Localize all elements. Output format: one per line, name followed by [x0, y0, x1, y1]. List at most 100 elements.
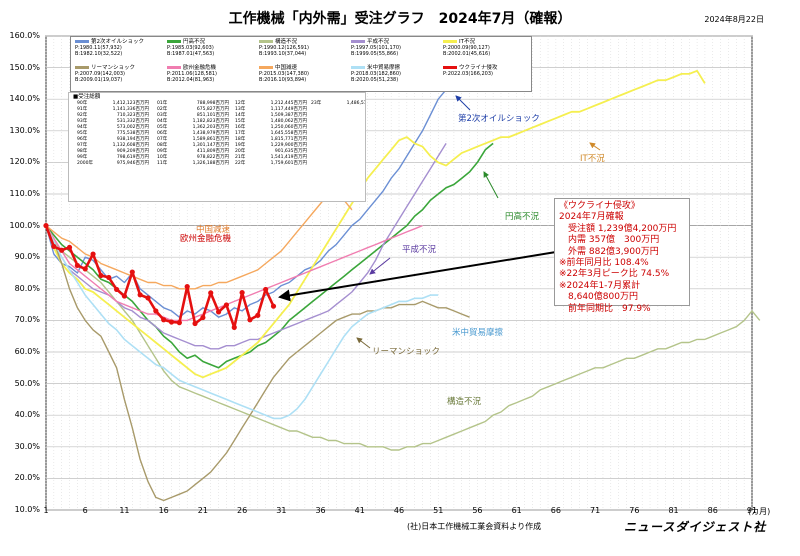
legend-swatch [167, 40, 181, 43]
totals-year: 18年 [235, 137, 246, 142]
totals-row: 95年 775,538百万円 [77, 131, 149, 137]
legend-bottom: B:1987.01(47,563) [167, 51, 215, 57]
data-point [176, 320, 182, 326]
totals-value: 1,412,123百万円 [112, 101, 149, 106]
legend-bottom: B:2020.05(51,238) [351, 77, 399, 83]
legend-peak: P:2000.09(90,127) [443, 45, 490, 51]
y-tick-label: 60.0% [14, 347, 40, 356]
totals-row: 07年 1,589,861百万円 [157, 137, 229, 143]
legend-label: IT不況 [459, 39, 475, 45]
data-point [106, 274, 112, 281]
legend-label: 第2次オイルショック [91, 39, 144, 45]
totals-year: 94年 [77, 125, 88, 130]
data-point [247, 317, 253, 323]
totals-row: 17年 1,645,558百万円 [235, 131, 307, 137]
totals-value: 1,759,601百万円 [270, 161, 307, 166]
series-callout: IT不況 [580, 154, 605, 164]
series-line [45, 225, 439, 420]
series-line [45, 69, 706, 379]
x-tick-label: 1 [43, 506, 49, 515]
legend-peak: P:2007.09(142,003) [75, 71, 125, 77]
totals-row: 03年 851,101百万円 [157, 113, 229, 119]
totals-year: 93年 [77, 119, 88, 124]
arrow [455, 95, 471, 111]
annotation-line: 外需 882億3,900万円 [559, 246, 659, 257]
legend-item: 構造不況 P:1990.12(126,591) B:1993.10(37,044) [259, 39, 351, 57]
x-tick-label: 66 [550, 506, 561, 515]
totals-year: 19年 [235, 143, 246, 148]
legend-label: 米中貿易摩擦 [367, 65, 401, 71]
totals-year: 13年 [235, 107, 246, 112]
x-tick-label: 86 [707, 506, 718, 515]
totals-row: 94年 573,002百万円 [77, 125, 149, 131]
y-tick-label: 160.0% [9, 31, 40, 40]
totals-year: 22年 [235, 161, 246, 166]
legend-item: 第2次オイルショック P:1980.11(57,932) B:1982.10(32,… [75, 39, 167, 57]
legend-label: 欧州金融危機 [183, 65, 217, 71]
totals-value: 775,538百万円 [116, 131, 149, 136]
totals-value: 978,822百万円 [196, 155, 229, 160]
legend-item: 米中貿易摩擦 P:2018.03(182,860) B:2020.05(51,238… [351, 65, 443, 83]
totals-row: 91年 1,141,336百万円 [77, 107, 149, 113]
legend-bottom: B:2016.10(93,894) [259, 77, 307, 83]
totals-row: 2000年 975,946百万円 [77, 161, 149, 167]
totals-year: 14年 [235, 113, 246, 118]
totals-value: 1,212,445百万円 [270, 101, 307, 106]
totals-row: 08年 1,301,147百万円 [157, 143, 229, 149]
legend-swatch [259, 40, 273, 43]
totals-year: 98年 [77, 149, 88, 154]
totals-row: 16年 1,250,060百万円 [235, 125, 307, 131]
data-point [114, 286, 120, 293]
x-tick-label: 71 [590, 506, 601, 515]
source-note: (社)日本工作機械工業会資料より作成 [407, 522, 542, 531]
totals-row: 93年 531,332百万円 [77, 119, 149, 125]
totals-row: 05年 1,362,203百万円 [157, 125, 229, 131]
y-tick-label: 80.0% [14, 283, 40, 293]
x-tick-label: 31 [276, 506, 287, 515]
totals-value: 1,301,147百万円 [192, 143, 229, 148]
y-tick-label: 70.0% [14, 315, 40, 325]
data-point [184, 283, 190, 290]
annotation-line: 8,640億800万円 [559, 292, 638, 303]
arrow [356, 337, 371, 349]
legend-item: 欧州金融危機 P:2011.06(128,581) B:2012.04(81,963… [167, 65, 259, 83]
data-point [215, 309, 222, 315]
data-point [223, 302, 230, 308]
totals-value: 901,635百万円 [274, 149, 307, 154]
y-tick-label: 130.0% [9, 125, 40, 135]
totals-year: 01年 [157, 101, 168, 106]
legend-peak: P:2011.06(128,581) [167, 71, 217, 77]
legend-label: 構造不況 [275, 39, 298, 45]
legend-label: 平成不況 [367, 39, 390, 45]
totals-value: 1,480,062百万円 [270, 119, 307, 124]
x-tick-label: 61 [511, 506, 522, 515]
totals-row: 19年 1,229,900百万円 [235, 143, 307, 149]
totals-row: 12年 1,212,445百万円 [235, 101, 307, 107]
totals-year: 99年 [77, 155, 88, 160]
arrow [483, 171, 499, 199]
y-tick-label: 30.0% [14, 441, 40, 451]
totals-year: 06年 [157, 131, 168, 136]
x-tick-label: 91 [746, 506, 758, 515]
totals-year: 92年 [77, 113, 88, 118]
legend-swatch [443, 40, 457, 43]
totals-year: 15年 [235, 119, 246, 124]
totals-value: 798,619百万円 [116, 155, 149, 160]
series-lines [43, 69, 761, 502]
totals-value: 675,827百万円 [196, 107, 229, 112]
totals-year: 08年 [157, 143, 168, 148]
totals-value: 851,101百万円 [196, 113, 229, 118]
legend-label: 中国減速 [275, 65, 298, 71]
data-point [82, 266, 88, 272]
totals-row: 92年 710,323百万円 [77, 113, 149, 119]
series-line [45, 225, 761, 451]
totals-row: 06年 1,438,979百万円 [157, 131, 229, 137]
data-point [145, 295, 151, 301]
y-tick-label: 150.0% [9, 62, 40, 72]
data-point [90, 251, 96, 257]
x-tick-label: 46 [393, 506, 405, 515]
totals-row: 99年 798,619百万円 [77, 155, 149, 161]
y-tick-label: 50.0% [14, 378, 40, 388]
totals-value: 1,229,900百万円 [270, 143, 307, 148]
totals-value: 411,809百万円 [196, 149, 229, 154]
